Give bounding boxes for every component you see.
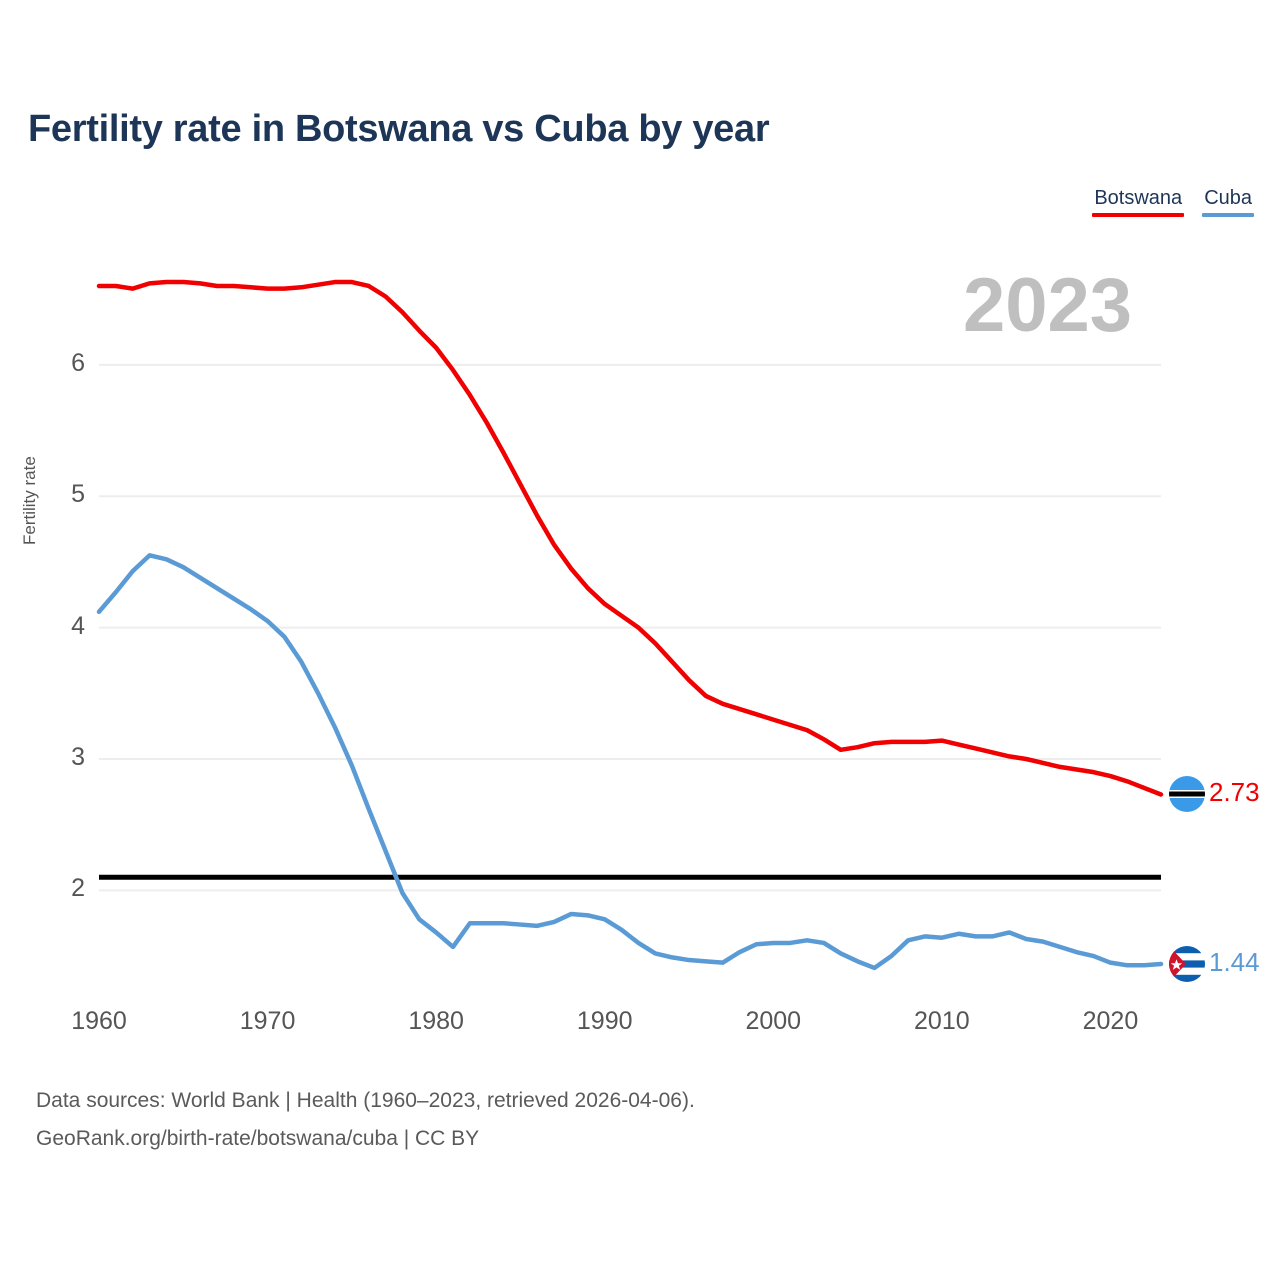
footer-data-sources: Data sources: World Bank | Health (1960–… — [36, 1089, 695, 1112]
y-tick-label: 2 — [71, 874, 85, 903]
legend-swatch-cuba — [1202, 213, 1254, 217]
page-title: Fertility rate in Botswana vs Cuba by ye… — [28, 108, 770, 150]
footer-license: GeoRank.org/birth-rate/botswana/cuba | C… — [36, 1127, 480, 1150]
legend-swatch-botswana — [1092, 213, 1185, 217]
end-label-botswana: 2.73 — [1209, 777, 1260, 808]
end-label-cuba: 1.44 — [1209, 946, 1260, 977]
legend: Botswana Cuba — [1092, 186, 1254, 217]
y-tick-label: 6 — [71, 348, 85, 377]
line-series-cuba — [96, 553, 1164, 971]
y-tick-label: 3 — [71, 743, 85, 771]
x-tick-label: 2010 — [914, 1007, 970, 1035]
x-tick-label: 1980 — [408, 1007, 464, 1035]
year-watermark: 2023 — [963, 263, 1133, 348]
legend-item-botswana[interactable]: Botswana — [1092, 186, 1185, 217]
gridlines — [99, 363, 1161, 892]
legend-item-cuba[interactable]: Cuba — [1202, 186, 1254, 217]
x-tick-label: 2000 — [745, 1007, 802, 1035]
cuba-flag-icon — [1169, 945, 1205, 982]
x-tick-label: 2020 — [1082, 1007, 1139, 1035]
y-tick-label: 5 — [71, 480, 85, 509]
botswana-flag-icon — [1169, 776, 1205, 813]
legend-label-botswana: Botswana — [1094, 187, 1183, 209]
y-tick-label: 4 — [71, 611, 85, 640]
footer-attribution: Data sources: World Bank | Health (1960–… — [36, 1082, 695, 1158]
x-tick-label: 1960 — [71, 1007, 127, 1035]
legend-label-cuba: Cuba — [1204, 187, 1252, 209]
line-series-botswana — [96, 279, 1164, 797]
x-tick-label: 1990 — [576, 1007, 633, 1035]
x-tick-label: 1970 — [239, 1007, 296, 1035]
